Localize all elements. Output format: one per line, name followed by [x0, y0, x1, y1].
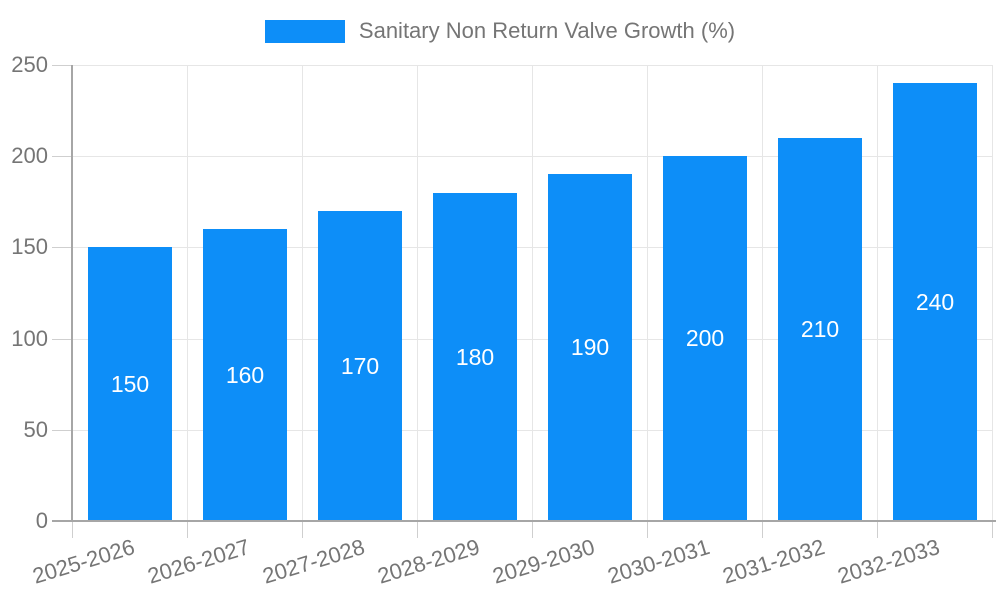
- legend: Sanitary Non Return Valve Growth (%): [0, 18, 1000, 44]
- bar: 170: [318, 211, 402, 521]
- x-axis-label: 2029-2030: [489, 534, 598, 589]
- y-axis-label: 50: [23, 417, 48, 442]
- x-axis-line: [52, 520, 996, 522]
- v-gridline: [187, 65, 188, 521]
- v-gridline: [647, 65, 648, 521]
- legend-label: Sanitary Non Return Valve Growth (%): [358, 18, 736, 43]
- x-axis-label: 2026-2027: [144, 534, 253, 589]
- bar-value-label: 160: [225, 361, 265, 388]
- x-axis-label: 2032-2033: [834, 534, 943, 589]
- y-axis-label: 150: [11, 234, 48, 259]
- y-tick-mark: [52, 247, 72, 248]
- bar: 210: [778, 138, 862, 521]
- x-tick-mark: [72, 521, 73, 538]
- x-axis-label: 2028-2029: [374, 534, 483, 589]
- x-tick-mark: [532, 521, 533, 538]
- x-tick-mark: [302, 521, 303, 538]
- bar: 240: [893, 83, 977, 521]
- v-gridline: [302, 65, 303, 521]
- x-tick-mark: [877, 521, 878, 538]
- y-axis-label: 200: [11, 143, 48, 168]
- x-axis-label: 2030-2031: [604, 534, 713, 589]
- y-axis-label: 100: [11, 326, 48, 351]
- v-gridline: [532, 65, 533, 521]
- v-gridline: [417, 65, 418, 521]
- x-tick-mark: [992, 521, 993, 538]
- v-gridline: [762, 65, 763, 521]
- bar-value-label: 170: [340, 352, 380, 379]
- bar: 150: [88, 247, 172, 521]
- x-tick-mark: [762, 521, 763, 538]
- bar-value-label: 190: [570, 334, 610, 360]
- bar-value-label: 200: [685, 325, 725, 351]
- x-tick-mark: [647, 521, 648, 538]
- bar: 160: [203, 229, 287, 521]
- x-tick-mark: [417, 521, 418, 538]
- y-tick-mark: [52, 430, 72, 431]
- v-gridline: [877, 65, 878, 521]
- x-axis-label: 2031-2032: [719, 534, 828, 589]
- y-axis-label: 250: [11, 52, 48, 77]
- x-tick-mark: [187, 521, 188, 538]
- x-axis-label: 2025-2026: [29, 534, 138, 589]
- bar: 190: [548, 174, 632, 521]
- bar-value-label: 150: [110, 370, 150, 397]
- legend-swatch: [264, 19, 345, 43]
- bar: 200: [663, 156, 747, 521]
- x-axis-label: 2027-2028: [259, 534, 368, 589]
- y-axis-label: 0: [35, 508, 48, 533]
- y-tick-mark: [52, 156, 72, 157]
- y-tick-mark: [52, 65, 72, 66]
- y-tick-mark: [52, 339, 72, 340]
- bar-value-label: 210: [800, 316, 840, 342]
- y-axis-line: [71, 65, 73, 521]
- bar-value-label: 180: [455, 343, 495, 370]
- v-gridline: [992, 65, 993, 521]
- bar-value-label: 240: [915, 288, 955, 315]
- bar: 180: [433, 193, 517, 521]
